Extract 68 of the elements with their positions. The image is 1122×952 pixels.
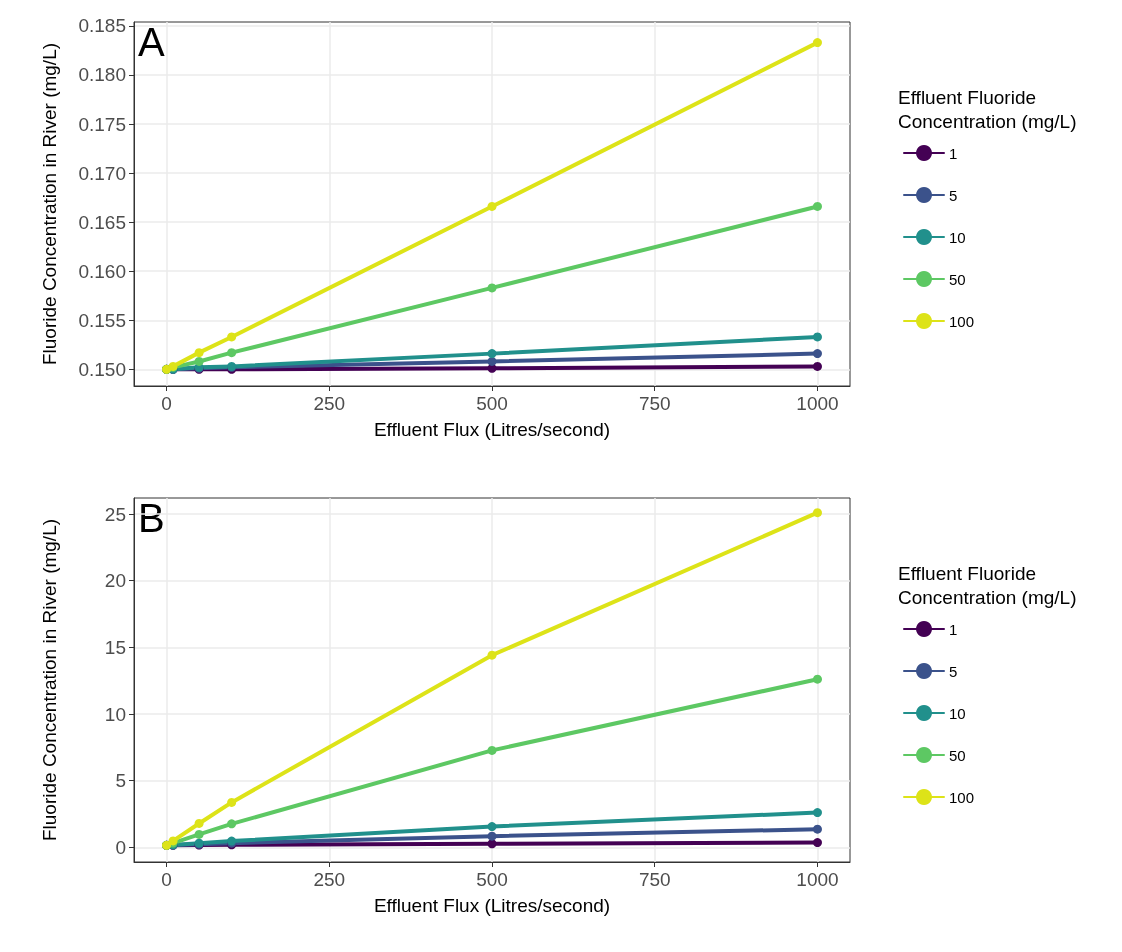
point [227,797,237,807]
y-tick-label: 0.170 [78,162,126,184]
y-tick-label: 0.165 [78,211,126,233]
point [194,829,204,839]
point [812,349,822,359]
y-axis-title: Fluoride Concentration in River (mg/L) [39,42,60,366]
point [812,674,822,684]
point [487,822,497,832]
x-tick-label: 0 [161,869,172,890]
y-tick-label: 0.175 [78,113,126,135]
y-tick-label: 0.160 [78,260,126,282]
x-tick-label: 250 [313,869,346,890]
point [487,201,497,211]
y-tick-label: 10 [104,703,126,725]
point [812,838,822,848]
x-tick-label: 250 [313,393,346,414]
point [487,831,497,841]
point [227,348,237,358]
legend-label: 1 [949,620,958,638]
legend-title: Effluent Fluoride Concentration (mg/L) [898,562,1077,608]
legend-label: 10 [949,228,966,246]
legend-label: 50 [949,746,966,764]
legend-label: 100 [949,312,975,330]
point [194,348,204,358]
y-tick-label: 20 [104,570,126,592]
point [812,508,822,518]
legend-label: 100 [949,788,975,806]
legend-label: 5 [949,186,958,204]
x-tick-label: 750 [638,393,671,414]
annotation: B [138,496,165,540]
y-tick-label: 0.185 [78,15,126,37]
x-axis-title: Effluent Flux (Litres/second) [373,895,611,916]
legend-label: 5 [949,662,958,680]
point [812,332,822,342]
x-tick-label: 500 [476,869,508,890]
y-tick-label: 15 [104,636,126,658]
x-tick-label: 750 [638,869,671,890]
point [812,824,822,834]
x-axis-title: Effluent Flux (Litres/second) [373,419,611,440]
y-tick-label: 0.155 [78,309,126,331]
y-tick-label: 25 [104,503,126,525]
point [812,361,822,371]
x-tick-label: 500 [476,393,508,414]
x-tick-label: 1000 [796,393,839,414]
point [194,818,204,828]
point [812,38,822,48]
y-tick-label: 0.150 [78,358,126,380]
legend-label: 50 [949,270,966,288]
legend-label: 10 [949,704,966,722]
point [194,356,204,366]
y-tick-label: 0 [115,836,126,858]
point [487,745,497,755]
y-tick-label: 0.180 [78,64,126,86]
annotation: A [138,20,165,64]
point [227,819,237,829]
point [812,201,822,211]
point [487,349,497,359]
legend-label: 1 [949,144,958,162]
x-tick-label: 1000 [796,869,839,890]
x-tick-label: 0 [161,393,172,414]
point [812,808,822,818]
point [487,283,497,293]
legend-title: Effluent Fluoride Concentration (mg/L) [898,86,1077,132]
y-tick-label: 5 [115,770,126,792]
point [227,332,237,342]
y-axis-title: Fluoride Concentration in River (mg/L) [39,518,60,842]
point [487,356,497,366]
point [487,650,497,660]
